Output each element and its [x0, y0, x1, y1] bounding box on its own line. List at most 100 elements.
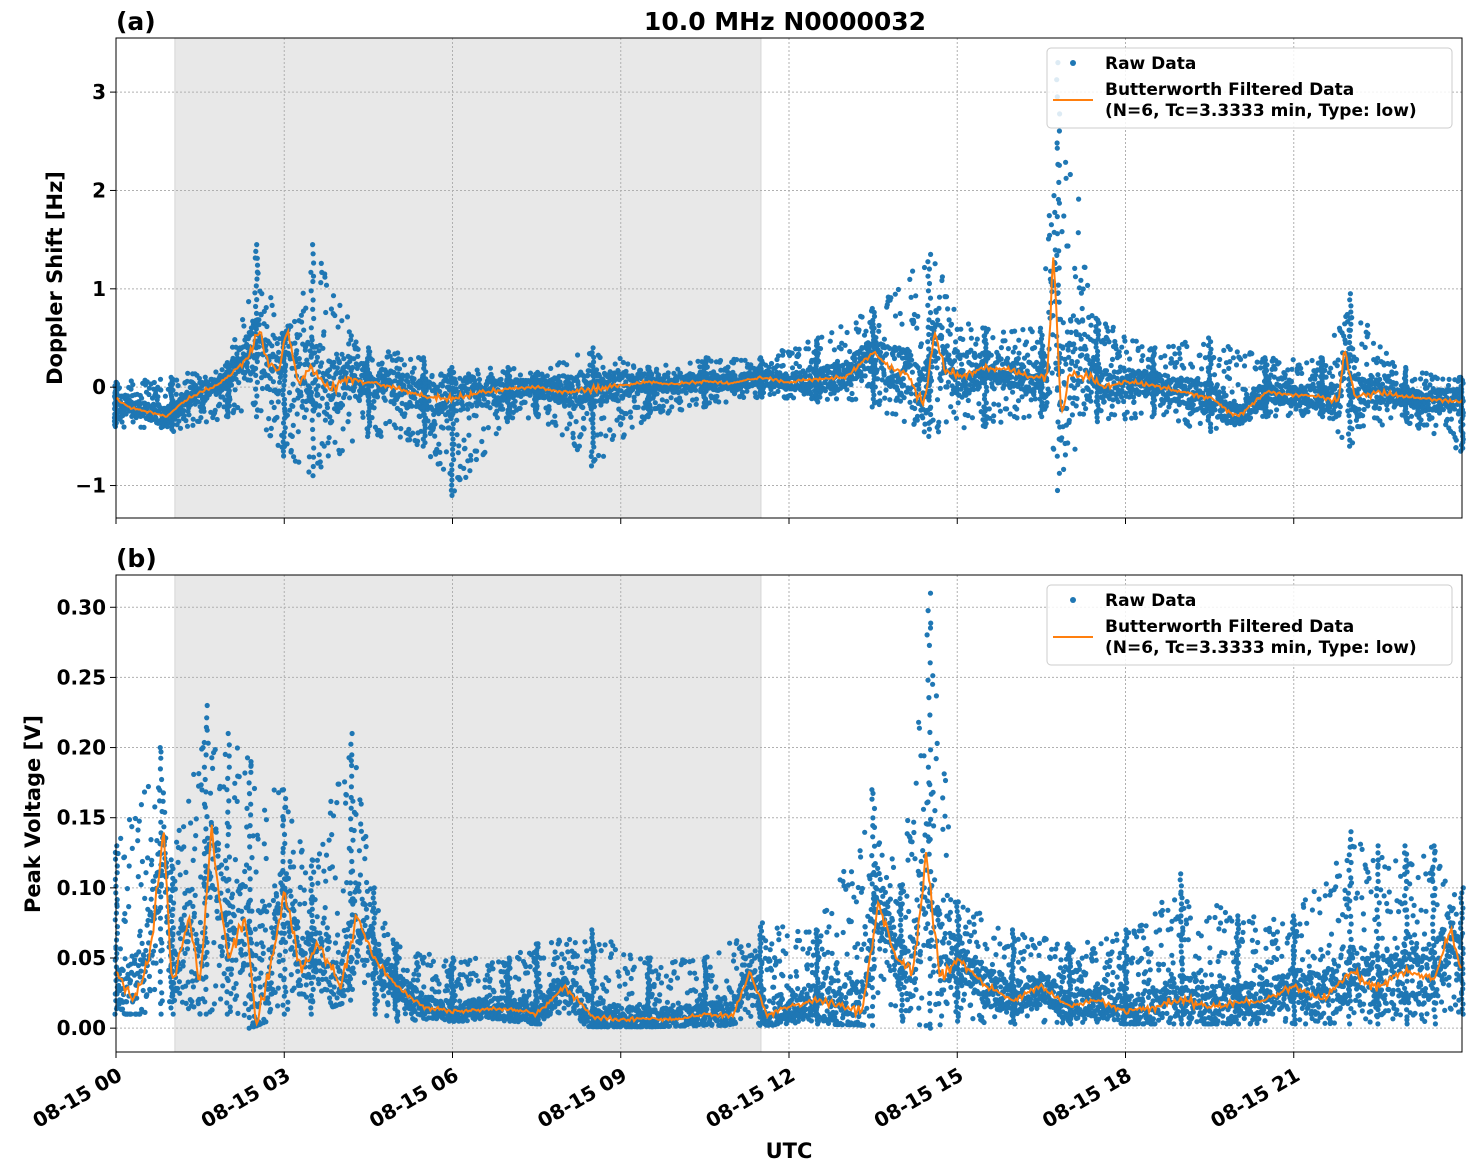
raw-point [965, 397, 971, 404]
raw-point [1138, 410, 1144, 416]
raw-point [998, 419, 1004, 425]
raw-point [874, 367, 880, 373]
raw-point [352, 373, 358, 379]
raw-point [327, 359, 333, 365]
raw-point [1287, 410, 1293, 416]
raw-point [155, 394, 161, 400]
raw-point [272, 335, 278, 341]
raw-point [336, 392, 342, 398]
raw-point [119, 419, 125, 425]
raw-point [1374, 360, 1380, 366]
raw-point [472, 381, 478, 387]
raw-point [340, 426, 346, 432]
raw-point [269, 302, 275, 308]
raw-point [1000, 329, 1007, 335]
raw-point [556, 360, 563, 366]
raw-point [348, 333, 354, 339]
raw-point [968, 327, 974, 333]
raw-point [935, 355, 941, 361]
raw-point [965, 321, 972, 327]
raw-point [238, 408, 244, 414]
raw-point [276, 349, 282, 355]
raw-point [996, 402, 1002, 408]
raw-point [936, 419, 942, 425]
raw-point [355, 346, 361, 352]
raw-point [455, 450, 461, 456]
raw-point [276, 388, 282, 394]
raw-point [1002, 338, 1008, 344]
raw-point [578, 432, 584, 438]
raw-point [1115, 399, 1121, 405]
raw-point [322, 417, 328, 423]
raw-point [1216, 362, 1222, 369]
raw-point [266, 416, 272, 422]
raw-point [164, 424, 170, 430]
raw-point [1334, 363, 1340, 369]
raw-point [635, 404, 641, 410]
raw-point [493, 431, 499, 437]
raw-point [1238, 356, 1244, 362]
raw-point [1070, 313, 1076, 319]
raw-point [212, 407, 218, 413]
raw-point [300, 290, 306, 296]
raw-point [863, 328, 869, 334]
raw-point [946, 352, 952, 358]
raw-point [232, 387, 238, 393]
raw-point [1377, 376, 1383, 382]
raw-point [1060, 345, 1066, 351]
raw-point [396, 366, 403, 372]
raw-point [1199, 366, 1205, 372]
raw-point [725, 364, 731, 370]
raw-point [409, 369, 415, 375]
raw-point [1012, 344, 1018, 350]
raw-point [1072, 265, 1078, 271]
raw-point [853, 320, 859, 326]
raw-point [976, 401, 982, 407]
raw-point [511, 366, 517, 372]
raw-point [1044, 400, 1050, 406]
raw-point [953, 339, 959, 345]
raw-point [307, 348, 313, 354]
raw-point [398, 357, 404, 363]
raw-point [121, 424, 127, 430]
raw-point [628, 414, 634, 420]
raw-point [241, 323, 247, 329]
raw-point [286, 390, 293, 396]
raw-point [1221, 347, 1227, 353]
raw-point [190, 422, 196, 428]
raw-point [498, 376, 504, 382]
raw-point [306, 454, 312, 460]
raw-point [1074, 359, 1080, 365]
raw-point [921, 264, 928, 271]
raw-point [235, 404, 241, 411]
raw-point [838, 346, 844, 352]
raw-point [1139, 344, 1145, 350]
raw-point [859, 314, 865, 320]
raw-point [432, 433, 438, 439]
raw-point [884, 410, 890, 416]
raw-point [877, 349, 884, 355]
raw-point [374, 394, 381, 400]
raw-point [355, 353, 361, 359]
raw-point [461, 465, 467, 471]
raw-point [176, 418, 182, 424]
raw-point [481, 426, 487, 432]
raw-point [1229, 389, 1235, 395]
raw-point [1047, 232, 1053, 238]
raw-point [1054, 252, 1060, 258]
raw-point [669, 404, 675, 410]
raw-point [188, 402, 194, 408]
raw-point [920, 415, 926, 421]
raw-point [517, 372, 524, 378]
raw-point [383, 420, 389, 427]
raw-point [545, 421, 552, 427]
raw-point [1015, 398, 1022, 404]
raw-point [295, 429, 301, 435]
raw-point [405, 379, 411, 385]
raw-point [1032, 396, 1038, 402]
raw-point [511, 403, 517, 409]
raw-point [485, 425, 491, 431]
raw-point [882, 395, 888, 401]
raw-point [1358, 320, 1364, 326]
raw-point [1075, 230, 1081, 236]
